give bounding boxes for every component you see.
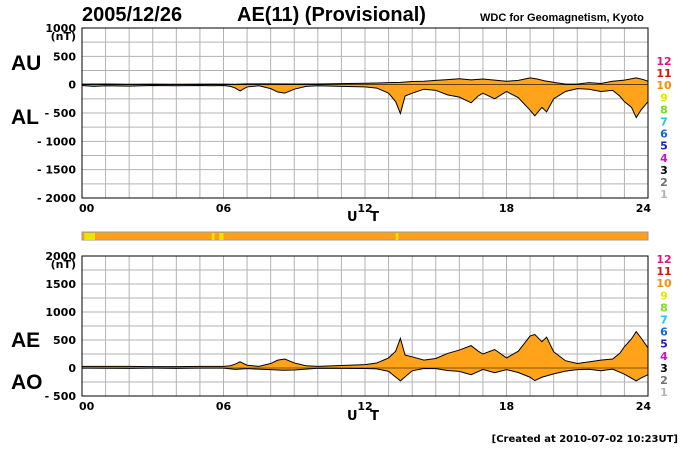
legend-item-9: 9 (660, 91, 668, 104)
y-tick-label: - 2000 (37, 192, 76, 205)
legend-item-2: 2 (660, 374, 668, 387)
y-tick-label: 1500 (45, 278, 76, 291)
legend-item-8: 8 (660, 301, 668, 314)
x-tick-label: 12 (357, 202, 372, 215)
legend-item-4: 4 (660, 350, 668, 363)
legend-item-7: 7 (660, 314, 668, 327)
status-bar-mark (211, 233, 215, 240)
legend-item-12: 12 (656, 253, 671, 266)
index-title: AE(11) (Provisional) (237, 4, 426, 26)
area-fill (82, 331, 648, 381)
x-tick-label: 06 (216, 202, 232, 215)
plot-frame (81, 255, 649, 397)
legend-item-6: 6 (660, 128, 668, 141)
plot-frame (81, 27, 649, 199)
y-tick-label: 0 (68, 79, 76, 92)
series-ao-line (81, 367, 649, 382)
area-fill (82, 77, 648, 118)
x-tick-label: 12 (357, 400, 372, 413)
x-axis-title: U T (347, 210, 383, 225)
series-ae-line (82, 330, 649, 368)
y-tick-label: 0 (68, 362, 76, 375)
series-al-line (81, 85, 649, 119)
y-tick-label: - 500 (45, 107, 77, 120)
y-tick-label: 500 (53, 50, 76, 63)
status-bar-mark (219, 233, 224, 240)
y-tick-label: - 500 (45, 390, 77, 403)
y-tick-label: 2000 (45, 250, 76, 263)
y-tick-label: 1000 (45, 22, 76, 35)
y-tick-label: - 1500 (37, 164, 76, 177)
y-tick-label: - 1000 (37, 135, 76, 148)
legend-item-5: 5 (660, 338, 668, 351)
x-tick-label: 18 (499, 400, 514, 413)
date-label: 2005/12/26 (82, 4, 182, 26)
y-tick-label: 500 (53, 334, 76, 347)
series-label-al: AL (11, 106, 39, 129)
x-tick-label: 18 (499, 202, 514, 215)
x-tick-label: 00 (79, 202, 95, 215)
legend-item-12: 12 (656, 55, 671, 68)
created-timestamp: [Created at 2010-07-02 10:23UT] (492, 434, 678, 445)
y-unit-label: (nT) (51, 258, 76, 271)
legend-item-11: 11 (656, 265, 671, 278)
series-label-au: AU (11, 52, 41, 75)
station-status-bar (81, 231, 649, 241)
legend-item-5: 5 (660, 140, 668, 153)
series-label-ae: AE (11, 329, 40, 352)
series-au-line (81, 77, 649, 85)
x-tick-label: 00 (79, 400, 95, 413)
status-bar-mark (84, 233, 95, 240)
legend-item-10: 10 (656, 277, 672, 290)
legend-item-8: 8 (660, 103, 668, 116)
legend-item-3: 3 (660, 362, 668, 375)
x-tick-label: 24 (636, 202, 652, 215)
legend-item-1: 1 (660, 386, 668, 399)
series-label-ao: AO (11, 371, 43, 394)
legend-item-2: 2 (660, 176, 668, 189)
x-tick-label: 06 (216, 400, 232, 413)
source-label: WDC for Geomagnetism, Kyoto (480, 12, 644, 24)
y-tick-label: 1000 (45, 306, 76, 319)
legend-item-3: 3 (660, 164, 668, 177)
panel-1: 1000 500 0 - 500 - 1000 - 1500 - 2000 (nT) 00 06 1… (11, 22, 672, 225)
x-axis-title: U T (347, 409, 383, 424)
legend-item-4: 4 (660, 152, 668, 165)
legend-item-7: 7 (660, 116, 668, 129)
x-tick-label: 24 (636, 400, 652, 413)
legend-item-10: 10 (656, 79, 672, 92)
legend-item-9: 9 (660, 289, 668, 302)
legend-item-1: 1 (660, 188, 668, 201)
y-unit-label: (nT) (51, 30, 76, 43)
legend-item-11: 11 (656, 67, 671, 80)
legend-item-6: 6 (660, 326, 668, 339)
status-bar-mark (395, 233, 399, 240)
